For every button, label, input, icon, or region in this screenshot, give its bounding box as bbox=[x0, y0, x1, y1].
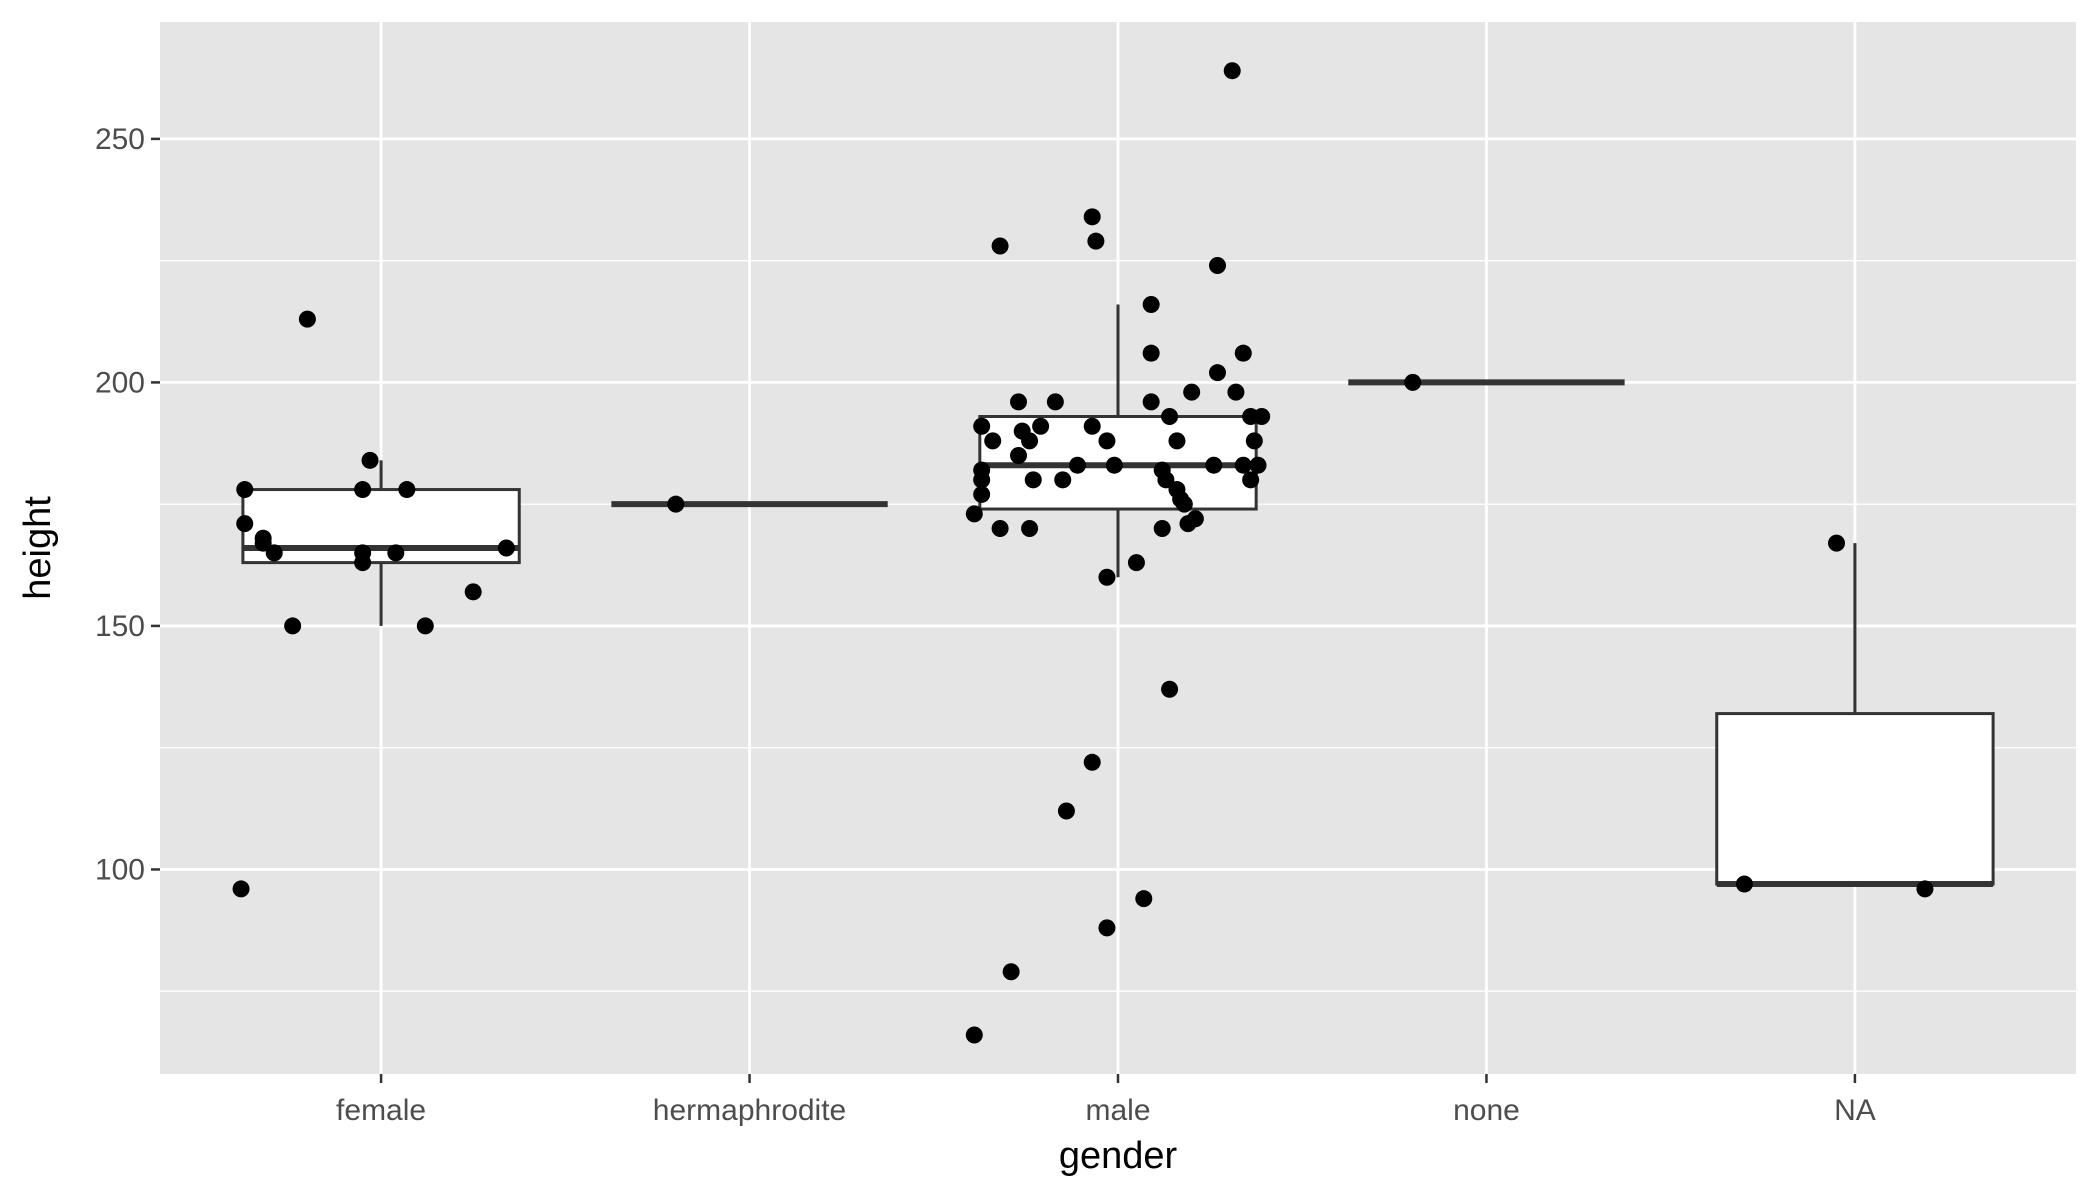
data-point-male bbox=[1098, 432, 1116, 450]
y-tick-label-200: 200 bbox=[95, 366, 145, 399]
data-point-male bbox=[1098, 568, 1116, 586]
data-point-male bbox=[1153, 461, 1171, 479]
data-point-male bbox=[1208, 257, 1226, 275]
data-point-male bbox=[1021, 520, 1039, 538]
data-point-male bbox=[1205, 456, 1223, 474]
data-point-female bbox=[284, 617, 302, 635]
points bbox=[232, 62, 1934, 1044]
data-point-female bbox=[298, 310, 316, 328]
data-point-male bbox=[1083, 417, 1101, 435]
data-point-male bbox=[1245, 432, 1263, 450]
data-point-male bbox=[1234, 344, 1252, 362]
data-point-na bbox=[1828, 534, 1845, 552]
box-body bbox=[1715, 712, 1995, 886]
data-point-male bbox=[1054, 471, 1072, 489]
data-point-male bbox=[1142, 295, 1160, 313]
data-point-male bbox=[1183, 383, 1201, 401]
data-point-na bbox=[1916, 880, 1934, 898]
data-point-male bbox=[973, 461, 991, 479]
data-point-male bbox=[1242, 471, 1260, 489]
x-axis: female hermaphrodite male none NA bbox=[336, 1074, 1876, 1127]
data-point-male bbox=[1083, 208, 1101, 226]
data-point-female bbox=[236, 481, 254, 499]
x-tick-label-male: male bbox=[1085, 1094, 1150, 1127]
data-point-male bbox=[1010, 446, 1028, 464]
data-point-male bbox=[991, 520, 1009, 538]
x-tick-label-na: NA bbox=[1834, 1094, 1876, 1127]
data-point-na bbox=[1735, 875, 1753, 893]
data-point-female bbox=[265, 544, 283, 562]
data-point-male bbox=[1087, 232, 1105, 250]
box-female bbox=[241, 460, 521, 626]
data-point-female bbox=[354, 554, 372, 572]
data-point-male bbox=[1249, 456, 1267, 474]
data-point-male bbox=[1179, 515, 1197, 533]
data-point-female bbox=[254, 534, 272, 552]
x-tick-label-female: female bbox=[336, 1094, 426, 1127]
box-body bbox=[241, 488, 521, 565]
data-point-female bbox=[361, 451, 379, 469]
data-point-male bbox=[1168, 481, 1186, 499]
data-point-female bbox=[354, 481, 372, 499]
data-point-male bbox=[984, 432, 1002, 450]
data-point-male bbox=[1013, 422, 1031, 440]
data-point-male bbox=[1010, 393, 1028, 411]
y-tick-label-100: 100 bbox=[95, 853, 145, 886]
data-point-male bbox=[1253, 408, 1271, 425]
data-point-male bbox=[1032, 417, 1050, 435]
data-point-female bbox=[464, 583, 482, 601]
box-na bbox=[1715, 543, 1995, 888]
data-point-hermaphrodite bbox=[667, 495, 685, 513]
data-point-male bbox=[973, 417, 991, 435]
data-point-male bbox=[1083, 753, 1101, 771]
data-point-male bbox=[1098, 919, 1116, 937]
y-tick-label-150: 150 bbox=[95, 610, 145, 643]
y-tick-label-250: 250 bbox=[95, 123, 145, 156]
data-point-male bbox=[1234, 456, 1252, 474]
x-axis-title: gender bbox=[1059, 1135, 1178, 1177]
data-point-male bbox=[1161, 408, 1179, 425]
data-point-male bbox=[1068, 456, 1086, 474]
data-point-male bbox=[991, 237, 1009, 255]
data-point-female bbox=[236, 515, 254, 533]
data-point-female bbox=[398, 481, 416, 499]
data-point-female bbox=[497, 539, 515, 557]
data-point-male bbox=[1002, 963, 1020, 981]
data-point-male bbox=[965, 505, 983, 523]
data-point-male bbox=[1223, 62, 1241, 80]
data-point-male bbox=[1168, 432, 1186, 450]
data-point-none bbox=[1404, 373, 1422, 391]
data-point-male bbox=[1057, 802, 1075, 820]
data-point-female bbox=[232, 880, 250, 898]
data-point-male bbox=[1135, 890, 1153, 908]
data-point-male bbox=[1227, 383, 1245, 401]
data-point-female bbox=[416, 617, 434, 635]
data-point-male bbox=[1142, 393, 1160, 411]
y-axis-title: height bbox=[17, 496, 59, 600]
data-point-male bbox=[1024, 471, 1042, 489]
data-point-male bbox=[965, 1026, 983, 1044]
data-point-female bbox=[387, 544, 405, 562]
data-point-male bbox=[1161, 680, 1179, 698]
x-tick-label-none: none bbox=[1453, 1094, 1520, 1127]
data-point-male bbox=[1208, 364, 1226, 382]
data-point-male bbox=[1142, 344, 1160, 362]
x-tick-label-hermaphrodite: hermaphrodite bbox=[653, 1094, 846, 1127]
y-axis: 100 150 200 250 bbox=[95, 123, 160, 886]
data-point-male bbox=[1046, 393, 1064, 411]
data-point-male bbox=[1127, 554, 1145, 572]
data-point-male bbox=[973, 485, 991, 503]
data-point-male bbox=[1153, 520, 1171, 538]
data-point-male bbox=[1105, 456, 1123, 474]
